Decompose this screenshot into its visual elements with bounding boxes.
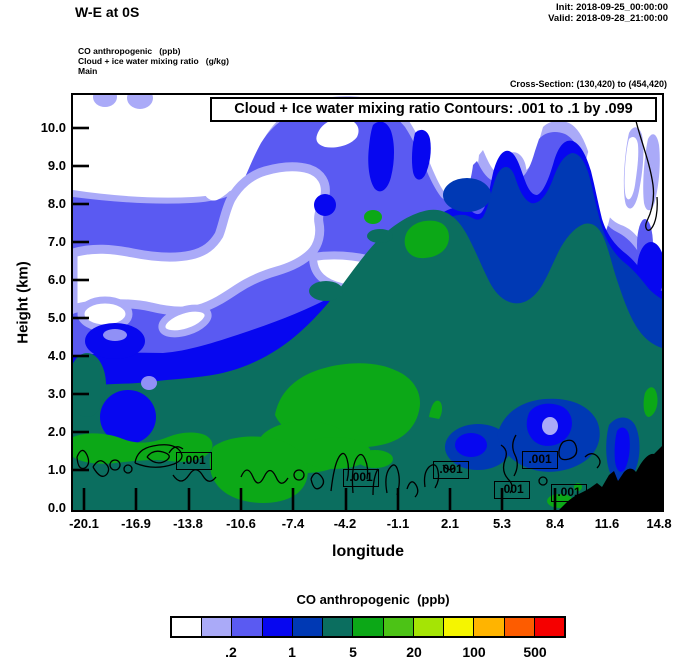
x-axis-title: longitude [332, 543, 404, 560]
y-tick-label: 3.0 [47, 386, 66, 401]
legend-cell [383, 618, 414, 636]
x-tick-label: 11.6 [594, 516, 620, 531]
legend-value: 100 [462, 644, 486, 660]
legend-value: 5 [349, 644, 357, 660]
x-tick-label: 14.8 [646, 516, 672, 531]
legend-cell [202, 618, 233, 636]
domain-label: Main [78, 66, 98, 76]
terrain-silhouette [559, 446, 662, 510]
legend-cell [172, 618, 203, 636]
axis-ticks [73, 126, 661, 510]
contour-label: .001 [343, 469, 379, 487]
field-label-cloud: Cloud + ice water mixing ratio (g/kg) [78, 56, 229, 66]
legend-value: .2 [225, 644, 237, 660]
x-tick-label: -4.2 [333, 516, 357, 531]
cross-section-label: Cross-Section: (130,420) to (454,420) [509, 79, 667, 89]
y-tick-label: 1.0 [47, 462, 66, 477]
legend-title: CO anthropogenic (ppb) [296, 592, 450, 607]
x-tick-label: -10.6 [226, 516, 256, 531]
y-tick-label: 10.0 [40, 120, 66, 135]
y-tick-label: 7.0 [47, 234, 66, 249]
legend-value: 500 [523, 644, 547, 660]
y-tick-label: 5.0 [47, 310, 66, 325]
contour-label: .001 [494, 481, 530, 499]
legend-cell [413, 618, 445, 636]
contour-label: .001 [522, 451, 558, 469]
init-time: Init: 2018-09-25_00:00:00 [556, 2, 668, 13]
valid-time: Valid: 2018-09-28_21:00:00 [548, 13, 668, 24]
plot-title-box: Cloud + Ice water mixing ratio Contours:… [210, 97, 657, 122]
page-title: W-E at 0S [75, 4, 140, 20]
contour-label: .001 [433, 461, 469, 479]
x-tick-label: -20.1 [69, 516, 99, 531]
x-tick-label: 5.3 [492, 516, 512, 531]
legend-cell [292, 618, 324, 636]
legend-cell [504, 618, 535, 636]
x-tick-label: -16.9 [121, 516, 151, 531]
x-tick-label: -13.8 [173, 516, 203, 531]
y-tick-label: 0.0 [47, 500, 66, 515]
x-tick-label: 8.4 [545, 516, 565, 531]
contour-label: .001 [176, 452, 212, 470]
legend-cell [323, 618, 354, 636]
x-tick-label: 2.1 [440, 516, 460, 531]
legend-value: 20 [406, 644, 422, 660]
legend-cell [353, 618, 384, 636]
legend-cell [262, 618, 293, 636]
legend-cell [232, 618, 263, 636]
legend-value: 1 [288, 644, 296, 660]
cloud-contour-lines [76, 434, 601, 498]
y-tick-label: 9.0 [47, 158, 66, 173]
contour-label: .001 [551, 484, 587, 502]
legend-cell [444, 618, 475, 636]
y-tick-label: 8.0 [47, 196, 66, 211]
y-tick-label: 4.0 [47, 348, 66, 363]
x-tick-label: -1.1 [386, 516, 410, 531]
x-tick-label: -7.4 [281, 516, 305, 531]
cross-section-plot: .001 .001 .001 .001 .001 .001 Cloud + Ic… [71, 93, 664, 512]
y-tick-label: 2.0 [47, 424, 66, 439]
y-tick-label: 6.0 [47, 272, 66, 287]
contour-field [73, 95, 662, 510]
legend-cell [474, 618, 505, 636]
field-label-co: CO anthropogenic (ppb) [78, 46, 181, 56]
legend-cell [534, 618, 565, 636]
legend-colorbar [170, 616, 566, 638]
